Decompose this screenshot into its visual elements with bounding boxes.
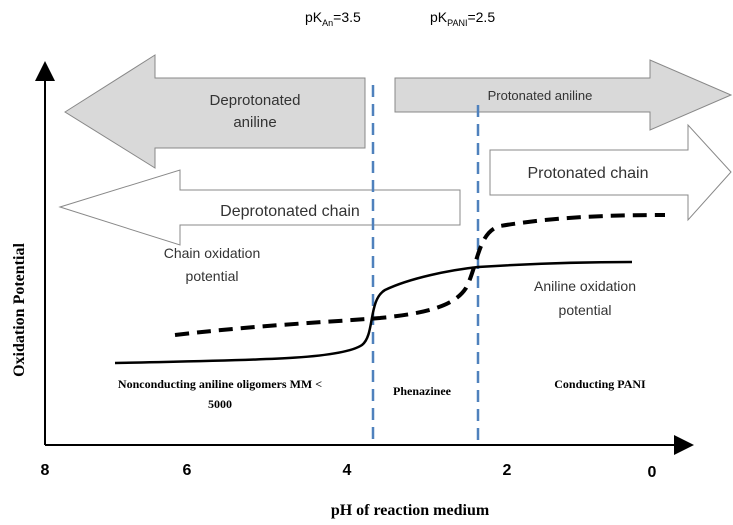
arrow-label: Deprotonated chain: [220, 203, 360, 220]
region-nonconducting: Nonconducting aniline oligomers MM <5000: [118, 377, 322, 411]
arrow-label: Protonated chain: [528, 165, 649, 182]
arrow-label: Protonated aniline: [488, 88, 593, 103]
arrow-protonated-chain: [489, 123, 732, 222]
arrow-deprotonated-chain: [58, 169, 461, 246]
x-tick-label: 0: [648, 464, 657, 481]
arrow-deprotonated-aniline: [64, 54, 366, 169]
x-tick-label: 4: [343, 462, 352, 479]
aniline-oxidation-label: Aniline oxidation potential: [534, 278, 636, 318]
aniline-curve: [114, 260, 633, 365]
region-conducting: Conducting PANI: [554, 377, 646, 391]
pka-an: pKAn=3.5: [305, 9, 361, 28]
chain-oxidation-label: Chain oxidation potential: [164, 245, 261, 284]
arrow-label: Deprotonated aniline: [210, 92, 301, 131]
pka-pani: pKPANI=2.5: [430, 9, 495, 28]
x-ticks: 8 6 4 2 0: [41, 462, 657, 481]
x-tick-label: 6: [183, 462, 192, 479]
y-axis-label: Oxidation Potential: [11, 243, 28, 377]
chain-curve: [174, 213, 666, 337]
arrow-protonated-aniline: [394, 59, 733, 131]
x-axis-label: pH of reaction medium: [331, 502, 490, 519]
region-phenazine: Phenazinee: [393, 384, 452, 398]
x-tick-label: 8: [41, 462, 50, 479]
x-tick-label: 2: [503, 462, 512, 479]
